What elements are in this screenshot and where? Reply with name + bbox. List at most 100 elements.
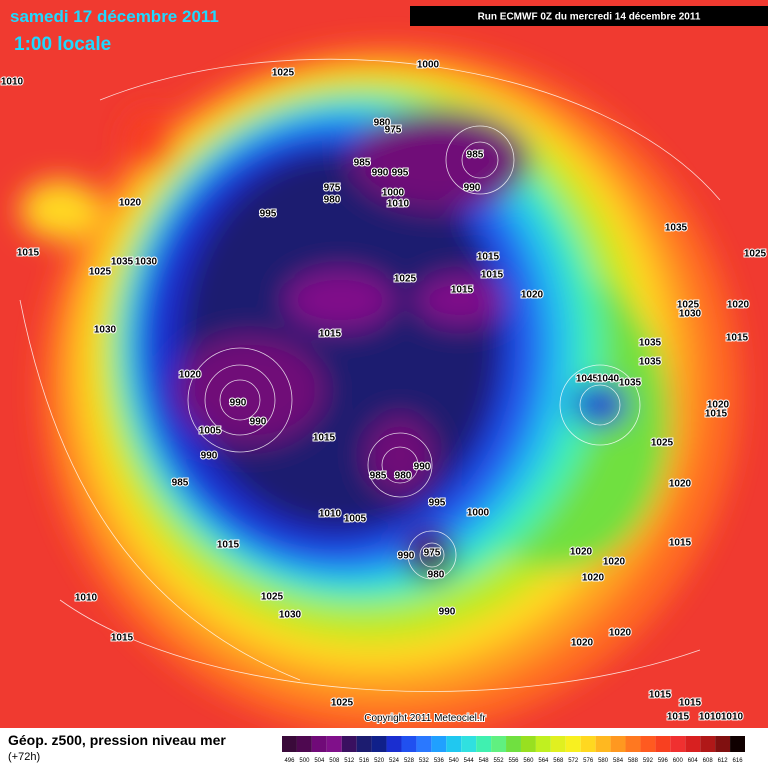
colorbar-swatch <box>520 736 536 752</box>
colorbar-swatch <box>401 736 417 752</box>
isobar-label: 990 <box>464 183 481 194</box>
isobar-label: 1000 <box>467 508 490 519</box>
isobar-label: 985 <box>354 158 371 169</box>
colorbar-tick-label: 580 <box>598 758 609 764</box>
isobar-label: 1020 <box>669 479 692 490</box>
isobar-label: 980 <box>428 570 445 581</box>
isobar-label: 1045 <box>576 374 599 385</box>
colorbar-swatch <box>595 736 611 752</box>
colorbar-tick-label: 500 <box>299 758 310 764</box>
isobar-label: 1040 <box>597 374 620 385</box>
footer-title: Géop. z500, pression niveau mer <box>8 732 226 748</box>
isobar-label: 1015 <box>319 329 342 340</box>
isobar-label: 1000 <box>382 188 405 199</box>
isobar-label: 1015 <box>217 540 240 551</box>
isobar-label: 1015 <box>667 712 690 723</box>
isobar-label: 985 <box>172 478 189 489</box>
isobar-label: 1020 <box>571 638 594 649</box>
date-label: samedi 17 décembre 2011 <box>10 7 219 26</box>
isobar-label: 1020 <box>570 547 593 558</box>
colorbar-swatch <box>431 736 447 752</box>
isobar-label: 1025 <box>272 68 295 79</box>
isobar-label: 1030 <box>679 309 702 320</box>
isobar-label: 1035 <box>619 378 642 389</box>
colorbar-tick-label: 544 <box>464 758 475 764</box>
isobar-label: 1020 <box>521 290 544 301</box>
isobar-label: 1000 <box>417 60 440 71</box>
colorbar-tick-label: 564 <box>538 758 549 764</box>
colorbar-tick-label: 540 <box>449 758 460 764</box>
copyright: Copyright 2011 Meteociel.fr <box>364 713 486 724</box>
isobar-label: 1020 <box>609 628 632 639</box>
footer-subtitle: (+72h) <box>8 751 40 763</box>
run-label: Run ECMWF 0Z du mercredi 14 décembre 201… <box>478 12 701 23</box>
isobars <box>19 58 721 692</box>
isobar-label: 1015 <box>17 248 40 259</box>
colorbar-swatch <box>685 736 701 752</box>
isobar-label: 1020 <box>582 573 605 584</box>
isobar-label: 990 <box>230 398 247 409</box>
isobar-label: 980 <box>324 195 341 206</box>
colorbar-swatch <box>610 736 626 752</box>
isobar-label: 1020 <box>119 198 142 209</box>
colorbar-swatch <box>730 736 745 752</box>
isobar-label: 1020 <box>179 370 202 381</box>
isobar-label: 985 <box>370 471 387 482</box>
colorbar-swatch <box>535 736 551 752</box>
isobar-label: 995 <box>392 168 409 179</box>
isobar-label: 1035 <box>111 257 134 268</box>
colorbar-tick-label: 616 <box>733 758 744 764</box>
isobar-label: 990 <box>414 462 431 473</box>
isobar-label: 1020 <box>707 400 730 411</box>
isobar-label: 1025 <box>677 300 700 311</box>
colorbar-tick-label: 520 <box>374 758 385 764</box>
colorbar-tick-label: 516 <box>359 758 370 764</box>
isobar-label: 995 <box>260 209 277 220</box>
isobar-label: 1025 <box>394 274 417 285</box>
colorbar-tick-label: 596 <box>658 758 669 764</box>
isobar-label: 1030 <box>279 610 302 621</box>
isobar-label: 1015 <box>669 538 692 549</box>
isobar-label: 980 <box>374 118 391 129</box>
colorbar-tick-label: 588 <box>628 758 639 764</box>
colorbar-tick-label: 612 <box>718 758 729 764</box>
colorbar-swatch <box>550 736 566 752</box>
isobar-label: 1035 <box>665 223 688 234</box>
colorbar-swatch <box>356 736 372 752</box>
isobar-label: 1010 <box>387 199 410 210</box>
colorbar-swatch <box>640 736 656 752</box>
colorbar-tick-label: 592 <box>643 758 654 764</box>
isobar-label: 1030 <box>94 325 117 336</box>
colorbar-swatch <box>371 736 387 752</box>
colorbar-tick-label: 496 <box>284 758 295 764</box>
colorbar-swatch <box>491 736 507 752</box>
colorbar-swatch <box>296 736 312 752</box>
isobar-label: 990 <box>372 168 389 179</box>
run-box <box>410 6 768 26</box>
isobar-label: 975 <box>324 183 341 194</box>
colorbar-swatch <box>715 736 731 752</box>
colorbar-tick-label: 576 <box>583 758 594 764</box>
isobar-label: 1025 <box>651 438 674 449</box>
isobar-label: 990 <box>250 417 267 428</box>
isobar-label: 1020 <box>603 557 626 568</box>
colorbar-swatch <box>311 736 327 752</box>
isobar-label: 975 <box>424 548 441 559</box>
colorbar-tick-label: 524 <box>389 758 400 764</box>
colorbar-tick-label: 560 <box>523 758 534 764</box>
isobar-label: 1025 <box>744 249 767 260</box>
isobar-label: 1015 <box>313 433 336 444</box>
colorbar-tick-label: 552 <box>494 758 505 764</box>
time-label: 1:00 locale <box>14 34 111 55</box>
colorbar-swatch <box>580 736 596 752</box>
isobar-label: 1020 <box>727 300 750 311</box>
isobar-label: 1010 <box>75 593 98 604</box>
colorbar-tick-label: 512 <box>344 758 355 764</box>
isobar-label: 980 <box>395 471 412 482</box>
isobar-label: 1015 <box>679 698 702 709</box>
colorbar-swatch <box>386 736 402 752</box>
isobar-label: 1015 <box>111 633 134 644</box>
isobar-label: 1015 <box>726 333 749 344</box>
colorbar-swatch <box>282 736 297 752</box>
colorbar-swatch <box>326 736 342 752</box>
